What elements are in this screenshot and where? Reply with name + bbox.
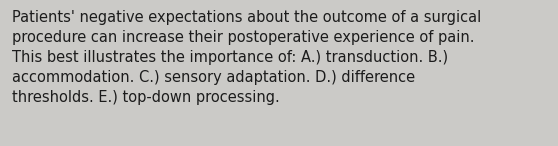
Text: Patients' negative expectations about the outcome of a surgical
procedure can in: Patients' negative expectations about th… [12, 10, 482, 105]
